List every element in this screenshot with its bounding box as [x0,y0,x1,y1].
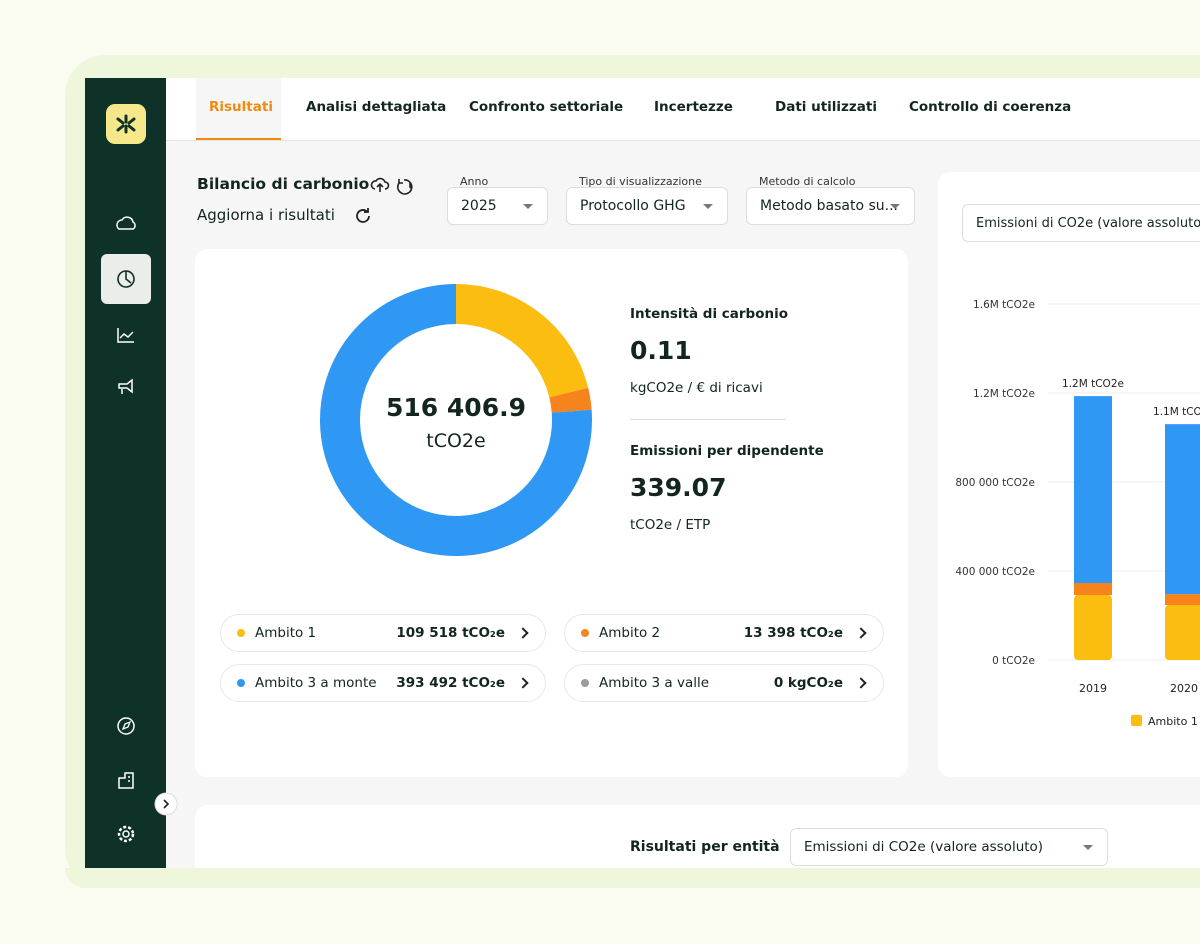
chart-icon-hand [125,271,132,284]
entity-select[interactable]: Emissioni di CO2e (valore assoluto) [790,828,1108,866]
legend-value: 0 kgCO₂e [773,675,843,691]
chevron [517,677,529,689]
tab[interactable]: Analisi dettagliata [306,99,447,115]
metric-select[interactable]: Emissioni di CO2e (valore assoluto) [962,204,1200,242]
refresh-icon[interactable] [352,205,374,227]
cloud-icon[interactable] [116,216,136,230]
active-tab-bg [196,78,281,140]
tab[interactable]: Dati utilizzati [775,99,877,115]
chevron [855,627,867,639]
divider [630,419,786,420]
chevron [517,627,529,639]
refresh-label[interactable]: Aggiorna i risultati [197,206,335,224]
filter-label: Anno [460,175,489,188]
legend-dot [237,679,245,687]
tab[interactable]: Controllo di coerenza [909,99,1072,115]
collapse-button[interactable] [154,792,178,816]
frame-bottom [65,868,1200,888]
tab-bar [166,78,1200,141]
stat-unit: tCO2e / ETP [630,517,711,533]
title-icons [370,177,413,195]
section-title: Bilancio di carbonio [197,175,370,193]
megaphone-icon[interactable] [118,378,133,394]
filter-select[interactable]: Protocollo GHG [566,187,728,225]
stat-title: Intensità di carbonio [630,306,788,322]
filter-value: Metodo basato su... [760,198,899,214]
tab[interactable]: Risultati [209,99,273,115]
bar-card [938,172,1200,777]
filter-value: Protocollo GHG [580,198,686,214]
tab[interactable]: Incertezze [654,99,733,115]
stat-value: 339.07 [630,473,727,502]
metric-select-value: Emissioni di CO2e (valore assoluto) [976,215,1200,231]
filter-label: Metodo di calcolo [759,175,856,188]
legend-pill[interactable]: Ambito 1 109 518 tCO₂e [220,614,546,652]
upload-icon[interactable] [370,177,390,192]
legend-label: Ambito 1 [255,625,317,641]
compass-icon[interactable] [117,717,135,735]
legend-label: Ambito 2 [599,625,661,641]
entity-title: Risultati per entità [630,839,780,855]
tab[interactable]: Confronto settoriale [469,99,624,115]
legend-value: 13 398 tCO₂e [743,625,843,641]
legend-value: 109 518 tCO₂e [396,625,505,641]
stat-title: Emissioni per dipendente [630,443,824,459]
filter-label: Tipo di visualizzazione [579,175,702,188]
history-icon[interactable] [396,179,413,195]
stat-value: 0.11 [630,336,692,365]
filter-value: 2025 [461,198,497,214]
logo-mark [116,114,136,134]
legend-dot [581,679,589,687]
sidebar [85,78,166,868]
chevron [855,677,867,689]
compass-needle [121,720,132,731]
legend-dot [237,629,245,637]
entity-select-value: Emissioni di CO2e (valore assoluto) [804,839,1044,855]
legend-label: Ambito 3 a monte [255,675,377,691]
legend-pill[interactable]: Ambito 3 a monte 393 492 tCO₂e [220,664,546,702]
building-icon[interactable] [118,772,134,789]
legend-pill[interactable]: Ambito 3 a valle 0 kgCO₂e [564,664,884,702]
filter-select[interactable]: 2025 [447,187,548,225]
trend-icon[interactable] [117,328,134,343]
sidebar-icons [101,104,151,843]
legend-value: 393 492 tCO₂e [396,675,505,691]
legend-pill[interactable]: Ambito 2 13 398 tCO₂e [564,614,884,652]
logo[interactable] [106,104,146,144]
legend-label: Ambito 3 a valle [599,675,710,691]
legend-dot [581,629,589,637]
filter-select[interactable]: Metodo basato su... [746,187,915,225]
settings-icon-core [122,830,130,838]
settings-icon[interactable] [117,825,135,843]
stat-unit: kgCO2e / € di ricavi [630,380,763,396]
